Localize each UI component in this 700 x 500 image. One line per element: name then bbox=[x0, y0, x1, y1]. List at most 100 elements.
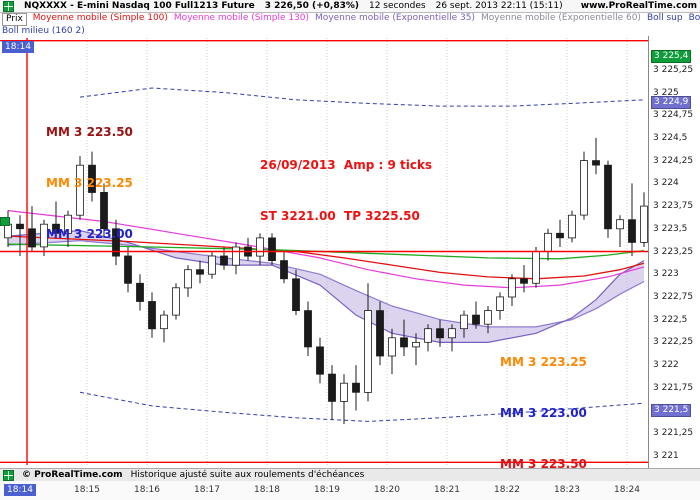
candle-body bbox=[460, 314, 468, 330]
candle bbox=[448, 324, 456, 352]
candle-body bbox=[508, 278, 516, 298]
candle-body bbox=[124, 255, 132, 284]
price-tick-label: 3 222 bbox=[653, 360, 679, 370]
candle bbox=[256, 233, 264, 266]
candle-body bbox=[76, 164, 84, 216]
candle bbox=[52, 201, 60, 238]
price-tick-label: 3 224,25 bbox=[653, 156, 694, 166]
legend-item-boll-milieu[interactable]: Boll milieu (160 2) bbox=[2, 26, 85, 36]
candle bbox=[412, 333, 420, 366]
candle bbox=[616, 215, 624, 247]
candles bbox=[4, 137, 648, 425]
candle-body bbox=[400, 337, 408, 348]
candle-body bbox=[424, 328, 432, 343]
sma130-line bbox=[7, 210, 645, 289]
candle-body bbox=[340, 382, 348, 402]
time-tick-label: 18:24 bbox=[614, 485, 640, 495]
price-axis-badge: 3 224,9 bbox=[651, 96, 692, 109]
price-tick-label: 3 223 bbox=[653, 269, 679, 279]
candle bbox=[328, 365, 336, 420]
candle-body bbox=[88, 164, 96, 193]
price-tick-label: 3 225,25 bbox=[653, 65, 694, 75]
legend-item-ema60[interactable]: Moyenne mobile (Exponentielle 60) bbox=[481, 13, 641, 23]
candle bbox=[316, 337, 324, 384]
candle-body bbox=[328, 373, 336, 402]
candle-body bbox=[28, 228, 36, 248]
candle bbox=[472, 301, 480, 329]
candle-body bbox=[184, 269, 192, 289]
price-tick-label: 3 221 bbox=[653, 451, 679, 461]
candle-body bbox=[148, 301, 156, 330]
candle bbox=[28, 206, 36, 252]
legend-item-ema35[interactable]: Moyenne mobile (Exponentielle 35) bbox=[315, 13, 475, 23]
time-tick-label: 18:21 bbox=[434, 485, 460, 495]
time-axis[interactable]: 18:14 18:15 18:16 18:17 18:18 18:19 18:20 18:2… bbox=[0, 481, 700, 500]
boll-inf-line bbox=[79, 391, 645, 422]
candle-body bbox=[640, 205, 648, 243]
candle bbox=[184, 265, 192, 297]
legend-item-boll-inf[interactable]: Boll inf bbox=[688, 13, 700, 23]
price-tick-label: 3 222,25 bbox=[653, 337, 694, 347]
legend-item-sma100[interactable]: Moyenne mobile (Simple 100) bbox=[32, 13, 168, 23]
ma-green-line bbox=[7, 243, 645, 260]
candle bbox=[532, 247, 540, 288]
candle-body bbox=[112, 228, 120, 257]
price-tick-label: 3 223,75 bbox=[653, 201, 694, 211]
price-tick-label: 3 222,5 bbox=[653, 315, 688, 325]
candle bbox=[160, 310, 168, 343]
candle-body bbox=[544, 232, 552, 252]
candle bbox=[376, 301, 384, 366]
price-series-label[interactable]: Prix bbox=[2, 13, 27, 26]
candle bbox=[112, 219, 120, 266]
candle bbox=[568, 210, 576, 243]
candle-body bbox=[628, 219, 636, 243]
candle-body bbox=[484, 310, 492, 325]
candle bbox=[364, 283, 372, 402]
candle bbox=[556, 219, 564, 247]
candle-body bbox=[352, 382, 360, 393]
candle-body bbox=[520, 278, 528, 284]
chart-canvas[interactable] bbox=[0, 36, 648, 468]
candle bbox=[76, 156, 84, 220]
candle-body bbox=[268, 237, 276, 261]
candle bbox=[424, 324, 432, 352]
footer-bar: © ProRealTime.com Historique ajusté suit… bbox=[0, 468, 700, 481]
candle bbox=[172, 283, 180, 320]
candle-body bbox=[448, 328, 456, 339]
price-tick-label: 3 223,5 bbox=[653, 224, 688, 234]
price-axis-badge: 3 225,4 bbox=[651, 50, 692, 63]
candle-body bbox=[532, 251, 540, 284]
candle-body bbox=[64, 214, 72, 234]
candle bbox=[292, 269, 300, 316]
legend-item-sma130[interactable]: Moyenne mobile (Simple 130) bbox=[173, 13, 310, 23]
price-tick-label: 3 221,25 bbox=[653, 428, 694, 438]
copyright-label: © ProRealTime.com bbox=[22, 470, 123, 480]
time-tick-label: 18:22 bbox=[494, 485, 520, 495]
timeframe-label[interactable]: 12 secondes bbox=[368, 1, 426, 11]
candle-body bbox=[136, 282, 144, 302]
price-tick-label: 3 223,25 bbox=[653, 247, 694, 257]
legend-item-boll-sup[interactable]: Boll sup bbox=[646, 13, 683, 23]
candle-body bbox=[592, 160, 600, 166]
candle bbox=[136, 274, 144, 311]
candle bbox=[460, 310, 468, 338]
price-axis[interactable]: 3 225,25 3 225 3 224,75 3 224,5 3 224,25 3 22… bbox=[648, 36, 700, 468]
candle bbox=[520, 265, 528, 293]
candle-body bbox=[52, 223, 60, 234]
candle-body bbox=[616, 219, 624, 230]
ma-band bbox=[8, 230, 644, 343]
candle bbox=[268, 233, 276, 266]
candle bbox=[640, 192, 648, 247]
candle bbox=[124, 247, 132, 293]
candle bbox=[340, 374, 348, 425]
candle-body bbox=[388, 337, 396, 357]
candle bbox=[400, 319, 408, 356]
candle bbox=[196, 260, 204, 284]
candle bbox=[592, 137, 600, 175]
candle bbox=[280, 251, 288, 284]
ema60-line bbox=[7, 240, 645, 328]
sma100-line bbox=[7, 235, 645, 280]
candle-body bbox=[232, 246, 240, 266]
candle bbox=[88, 151, 96, 202]
candle bbox=[100, 183, 108, 238]
